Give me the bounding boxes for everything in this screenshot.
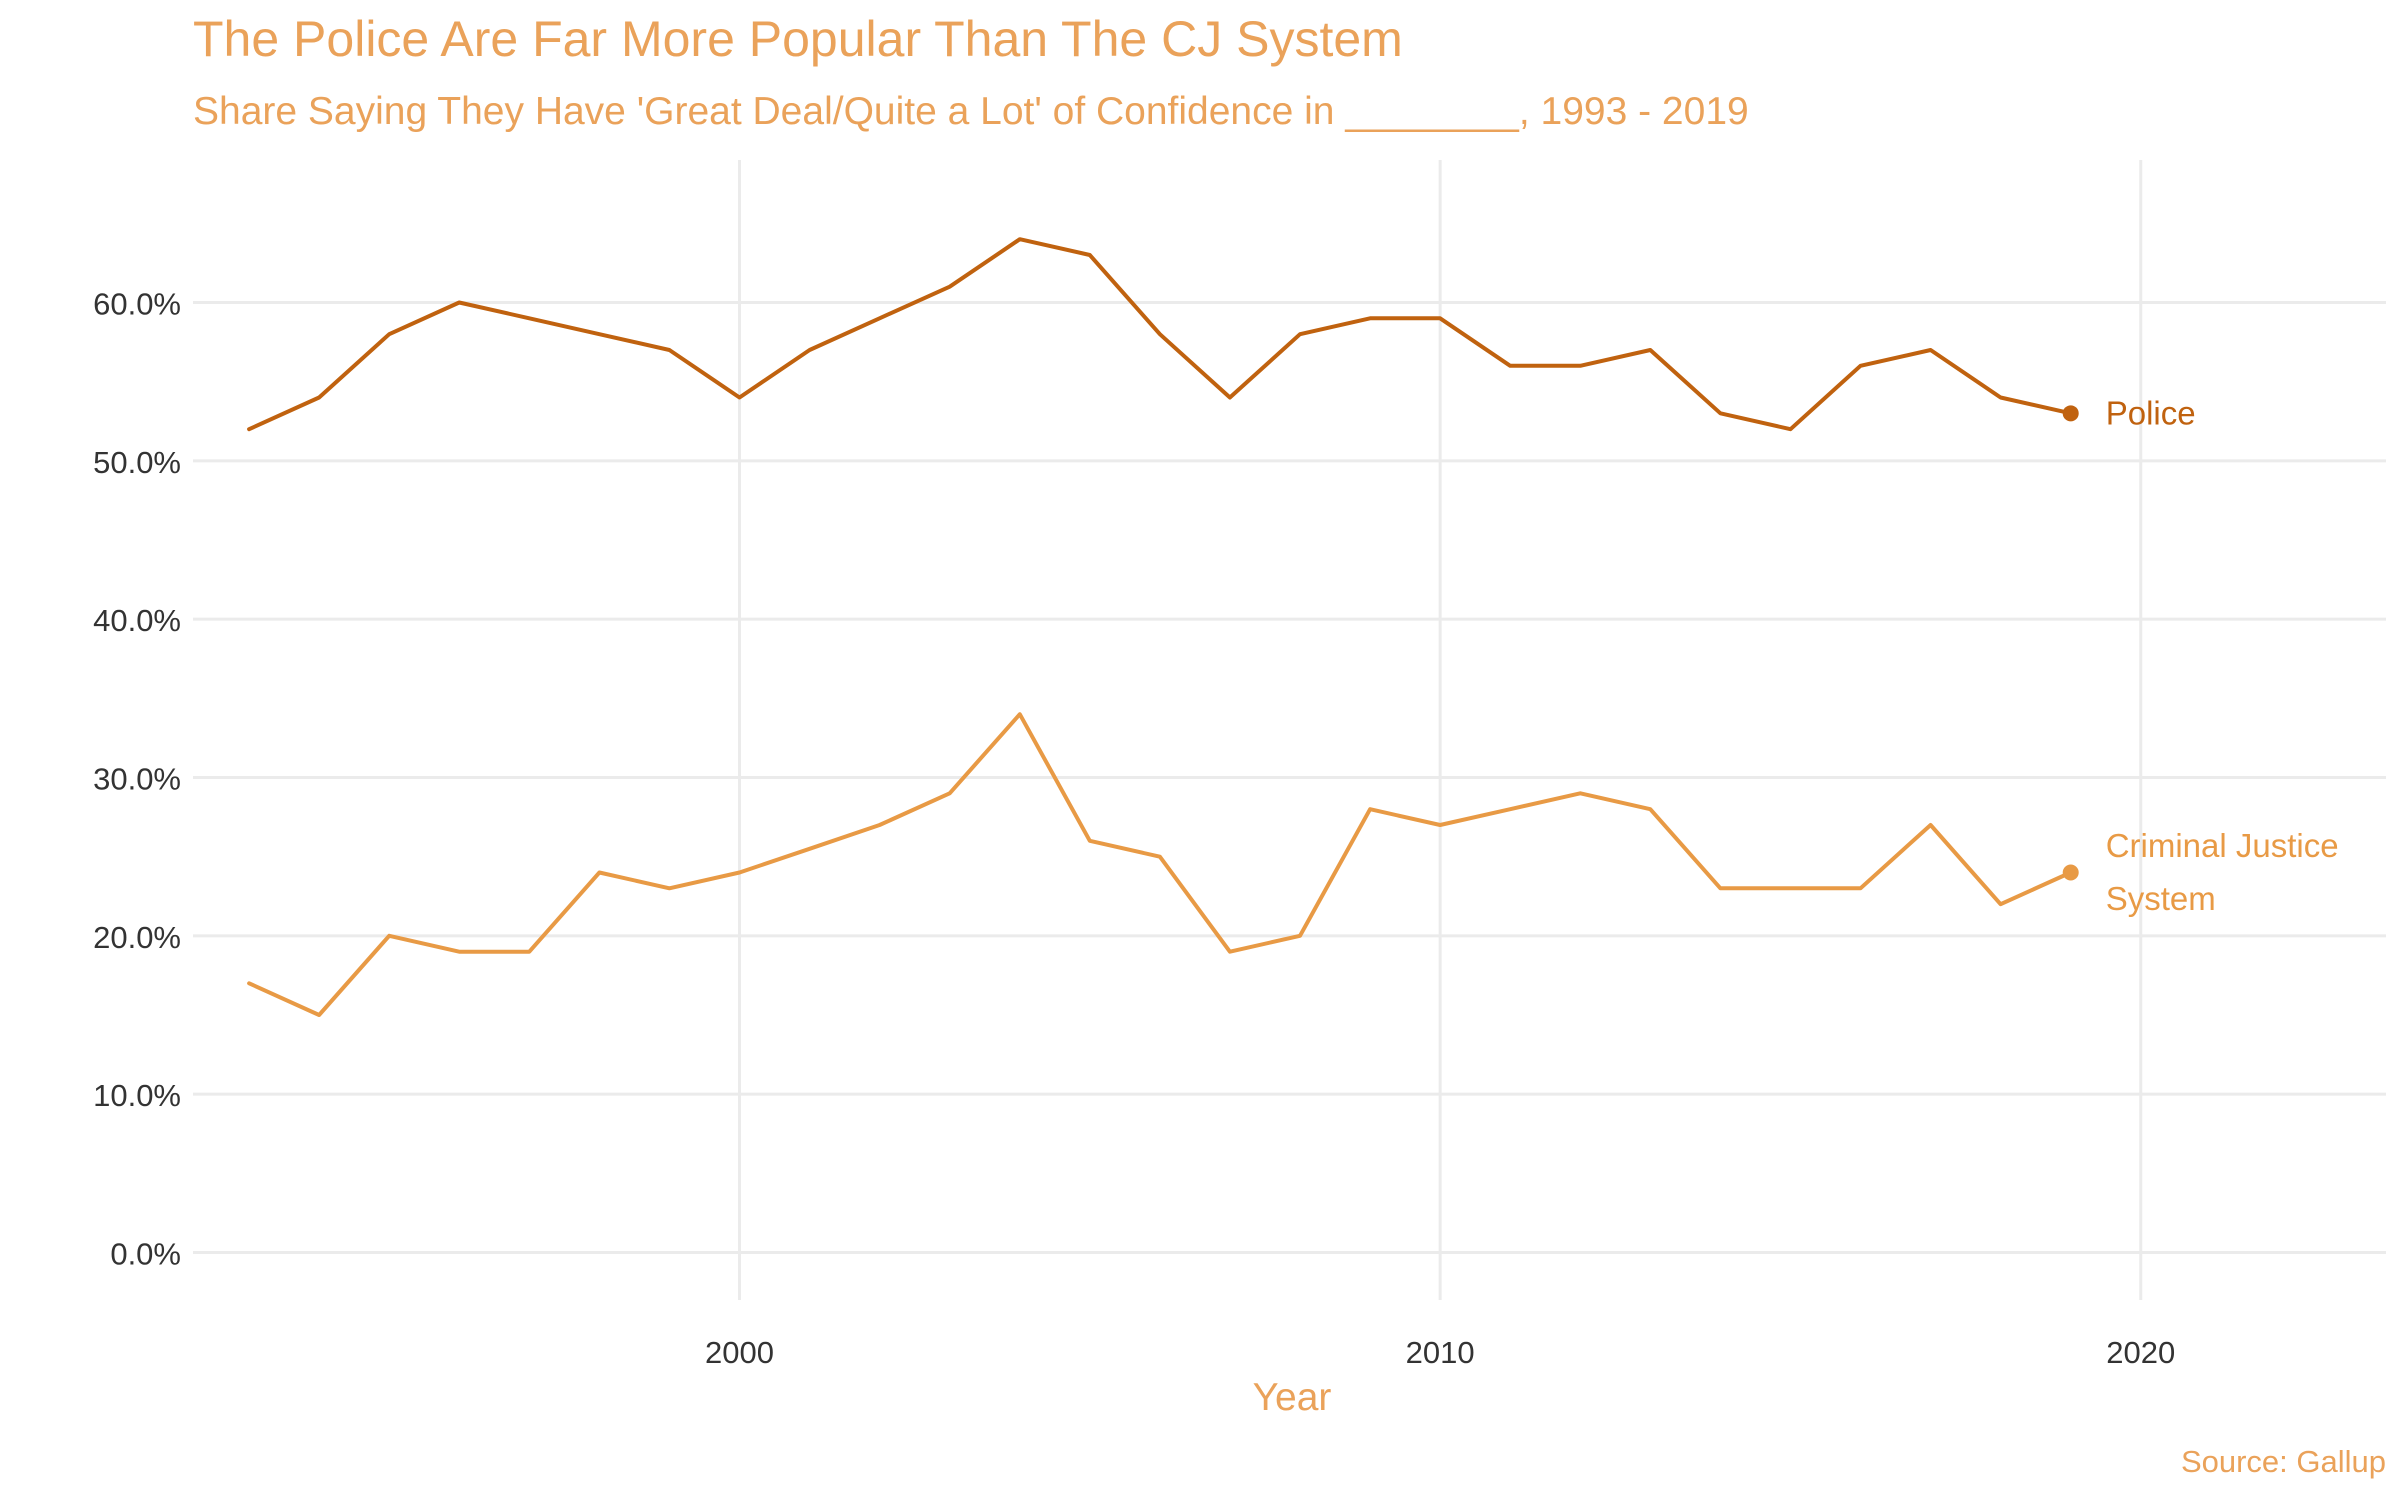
gridlines [193,160,2386,1300]
series-line-police [247,237,2073,432]
series-label-police: Police [2106,394,2196,431]
y-tick-label: 40.0% [93,603,181,638]
chart-subtitle: Share Saying They Have 'Great Deal/Quite… [193,90,1749,133]
y-axis: 0.0% 10.0% 20.0% 30.0% 40.0% 50.0% 60.0% [93,287,181,1272]
series-label-criminal-justice-system: Criminal Justice [2106,827,2339,864]
series-end-labels: Police Criminal Justice System [2106,394,2339,917]
series-line-criminal-justice-system [247,712,2073,1017]
x-tick-label: 2020 [2106,1335,2175,1370]
chart-title: The Police Are Far More Popular Than The… [193,11,1403,67]
x-axis: 2000 2010 2020 [705,1335,2175,1370]
series-end-point-police [2062,405,2079,422]
series-label-criminal-justice-system: System [2106,880,2216,917]
y-tick-label: 30.0% [93,762,181,797]
y-tick-label: 60.0% [93,287,181,322]
x-tick-label: 2000 [705,1335,774,1370]
x-axis-title: Year [1253,1376,1332,1419]
series-end-point-criminal-justice-system [2062,864,2079,881]
x-tick-label: 2010 [1406,1335,1475,1370]
series-lines [247,237,2079,1017]
y-tick-label: 50.0% [93,445,181,480]
chart-caption: Source: Gallup [2181,1444,2386,1479]
y-tick-label: 0.0% [110,1237,181,1272]
y-tick-label: 20.0% [93,920,181,955]
y-tick-label: 10.0% [93,1078,181,1113]
